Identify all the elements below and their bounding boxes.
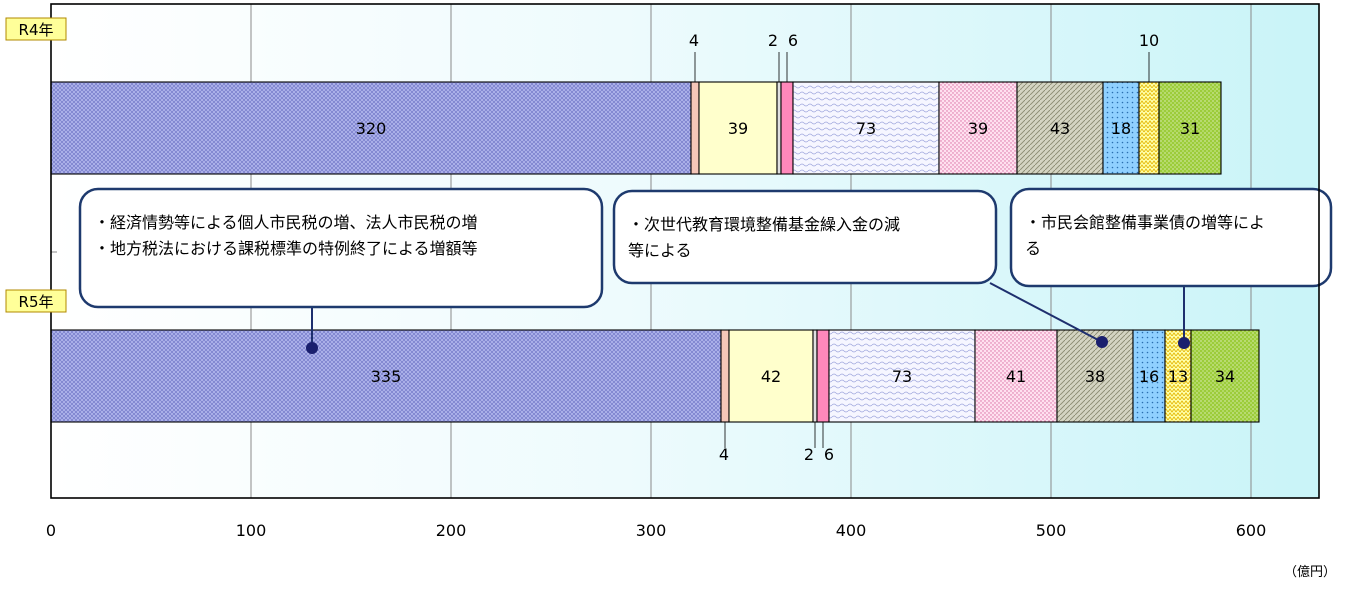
- category-labels: R4年 R5年: [5, 17, 67, 313]
- segment-label: 18: [1111, 119, 1131, 138]
- x-tick-label: 200: [436, 521, 467, 540]
- callout-text: ・市民会館整備事業債の増等によ: [1025, 213, 1265, 232]
- segment-label: 38: [1085, 367, 1105, 386]
- category-label: R5年: [19, 293, 54, 311]
- bar-segment: [816, 329, 830, 423]
- bar-segment: [792, 81, 940, 175]
- callout-box: [78, 187, 604, 309]
- category-label: R4年: [19, 21, 54, 39]
- bar-segment: [780, 81, 794, 175]
- segment-label: 16: [1139, 367, 1159, 386]
- bar-segment: [50, 329, 722, 423]
- segment-label: 2: [768, 31, 778, 50]
- x-tick-label: 400: [836, 521, 867, 540]
- callout-text: ・地方税法における課税標準の特例終了による増額等: [94, 239, 478, 258]
- x-tick-labels: 0 100 200 300 400 500 600: [46, 521, 1266, 540]
- bar-segment: [1016, 81, 1104, 175]
- x-tick-label: 0: [46, 521, 56, 540]
- segment-label: 6: [824, 445, 834, 464]
- x-tick-label: 100: [236, 521, 267, 540]
- callout-dot: [1096, 336, 1108, 348]
- bar-segment: [938, 81, 1018, 175]
- x-tick-label: 500: [1036, 521, 1067, 540]
- segment-label: 10: [1139, 31, 1159, 50]
- segment-label: 13: [1168, 367, 1188, 386]
- segment-label: 43: [1050, 119, 1070, 138]
- callout-box: [1009, 187, 1333, 288]
- callout-text: ・経済情勢等による個人市民税の増、法人市民税の増: [94, 213, 478, 232]
- bar-segment: [720, 329, 730, 423]
- segment-label: 31: [1180, 119, 1200, 138]
- unit-label: （億円）: [1284, 564, 1336, 580]
- segment-label: 335: [371, 367, 402, 386]
- x-tick-label: 300: [636, 521, 667, 540]
- segment-label: 2: [804, 445, 814, 464]
- bar-segment: [1056, 329, 1134, 423]
- segment-label: 320: [356, 119, 387, 138]
- callout-text: る: [1025, 239, 1041, 258]
- bar-segment: [1102, 81, 1140, 175]
- callout-box: [612, 189, 998, 285]
- segment-label: 73: [892, 367, 912, 386]
- bar-segment: [812, 329, 818, 423]
- segment-label: 39: [728, 119, 748, 138]
- plot-frame: [50, 3, 1320, 499]
- segment-label: 4: [689, 31, 699, 50]
- callout-text: ・次世代教育環境整備基金繰入金の減: [628, 215, 900, 234]
- category-box: [5, 17, 67, 41]
- bar-segment: [690, 81, 700, 175]
- segment-label: 34: [1215, 367, 1235, 386]
- callout-dot: [1178, 337, 1190, 349]
- bar-segment: [1158, 81, 1222, 175]
- segment-label: 6: [788, 31, 798, 50]
- bar-segment: [1190, 329, 1260, 423]
- bar-segment: [698, 81, 778, 175]
- bar-segment: [50, 81, 692, 175]
- segment-label: 73: [856, 119, 876, 138]
- callout-pointer: [989, 282, 1103, 343]
- callouts: ・経済情勢等による個人市民税の増、法人市民税の増・地方税法における課税標準の特例…: [78, 187, 1333, 354]
- bar-segment: [1138, 81, 1160, 175]
- bar-segment: [728, 329, 814, 423]
- bar-segment: [974, 329, 1058, 423]
- segment-label: 4: [719, 445, 729, 464]
- bar-segment: [1132, 329, 1166, 423]
- x-tick-label: 600: [1236, 521, 1267, 540]
- category-box: [5, 289, 67, 313]
- bar-segment: [776, 81, 782, 175]
- callout-text: 等による: [628, 241, 692, 260]
- segment-label: 41: [1006, 367, 1026, 386]
- segment-label: 42: [761, 367, 781, 386]
- callout-dot: [306, 342, 318, 354]
- segment-label: 39: [968, 119, 988, 138]
